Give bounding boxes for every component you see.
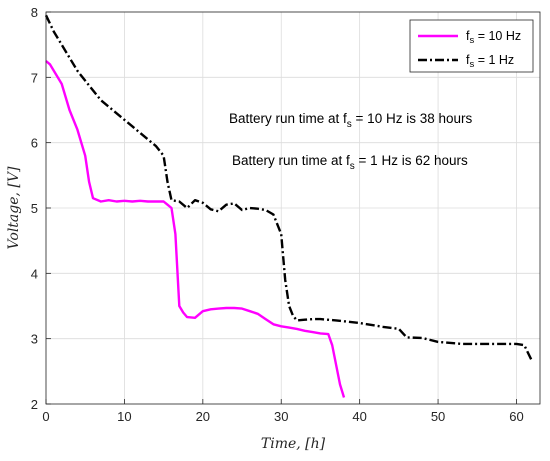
y-tick-label: 7 (31, 70, 38, 85)
x-tick-label: 40 (352, 409, 366, 424)
x-tick-label: 20 (196, 409, 210, 424)
y-tick-label: 5 (31, 201, 38, 216)
x-axis-label: Time, [h] (261, 436, 326, 452)
legend-box (409, 19, 534, 73)
y-tick-label: 4 (31, 266, 38, 281)
legend-label-10hz: fs = 10 Hz (466, 29, 521, 46)
data-series (44, 14, 534, 398)
axis-ticks: 0 10 20 30 40 50 60 2 3 4 5 6 7 8 (31, 5, 524, 424)
y-axis-label: Voltage, [V] (6, 166, 22, 249)
x-tick-label: 10 (117, 409, 131, 424)
annotation-1hz: Battery run time at fs = 1 Hz is 62 hour… (232, 153, 468, 172)
x-tick-label: 60 (509, 409, 523, 424)
x-tick-label: 0 (42, 409, 49, 424)
series-line-1hz (44, 14, 534, 363)
y-tick-label: 8 (31, 5, 38, 20)
y-tick-label: 6 (31, 136, 38, 151)
y-tick-label: 2 (31, 397, 38, 412)
x-tick-label: 30 (274, 409, 288, 424)
annotations: Battery run time at fs = 10 Hz is 38 hou… (229, 111, 472, 172)
series-line-10hz (45, 60, 346, 398)
y-tick-label: 3 (31, 332, 38, 347)
annotation-10hz: Battery run time at fs = 10 Hz is 38 hou… (229, 111, 472, 130)
x-tick-label: 50 (431, 409, 445, 424)
legend-label-1hz: fs = 1 Hz (466, 53, 514, 70)
legend: fs = 10 Hz fs = 1 Hz (409, 19, 534, 73)
